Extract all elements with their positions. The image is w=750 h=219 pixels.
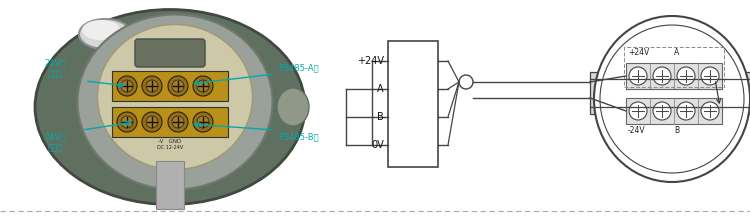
Text: 24V电
源正极: 24V电 源正极 (44, 58, 66, 78)
Circle shape (168, 112, 188, 132)
Circle shape (193, 112, 213, 132)
Circle shape (653, 67, 671, 85)
Circle shape (171, 168, 179, 176)
Circle shape (701, 67, 719, 85)
Bar (112, 107, 228, 137)
Text: B: B (377, 112, 384, 122)
Ellipse shape (82, 20, 120, 40)
Text: A: A (674, 48, 680, 57)
Text: 24V电
源负极: 24V电 源负极 (44, 132, 66, 152)
Ellipse shape (98, 25, 253, 170)
Circle shape (146, 80, 158, 92)
Ellipse shape (600, 25, 744, 173)
Ellipse shape (77, 14, 272, 189)
Bar (590, 72, 604, 114)
Circle shape (629, 67, 647, 85)
Circle shape (197, 80, 209, 92)
Circle shape (459, 75, 473, 89)
Text: 0V: 0V (371, 140, 384, 150)
Circle shape (168, 76, 188, 96)
Circle shape (172, 116, 184, 128)
Circle shape (142, 112, 162, 132)
Circle shape (653, 102, 671, 120)
Text: +24V: +24V (357, 56, 384, 66)
Bar (626, 98, 722, 124)
Bar (388, 41, 438, 167)
Circle shape (701, 102, 719, 120)
Circle shape (117, 112, 137, 132)
Bar (604, 79, 634, 107)
Text: DC 12-24V: DC 12-24V (157, 145, 183, 150)
Circle shape (117, 76, 137, 96)
Circle shape (121, 80, 133, 92)
Circle shape (197, 116, 209, 128)
Bar (156, 161, 184, 209)
Text: RS485-B极: RS485-B极 (278, 132, 319, 141)
Circle shape (142, 76, 162, 96)
Bar (730, 72, 744, 114)
Text: -24V: -24V (628, 126, 646, 135)
Circle shape (146, 116, 158, 128)
Circle shape (193, 76, 213, 96)
Circle shape (677, 67, 695, 85)
FancyBboxPatch shape (135, 39, 205, 67)
Circle shape (677, 102, 695, 120)
Bar (112, 71, 228, 101)
Text: +24V: +24V (628, 48, 650, 57)
Ellipse shape (79, 19, 131, 49)
Bar (744, 79, 750, 107)
Ellipse shape (594, 16, 750, 182)
Bar (626, 63, 722, 89)
Circle shape (629, 102, 647, 120)
Bar (745, 72, 750, 114)
Circle shape (172, 80, 184, 92)
Text: RS485-A极: RS485-A极 (278, 63, 319, 72)
Ellipse shape (277, 88, 309, 126)
Circle shape (121, 116, 133, 128)
Ellipse shape (35, 9, 305, 205)
Text: A: A (377, 84, 384, 94)
Text: -V   GND: -V GND (158, 139, 182, 144)
Text: B: B (674, 126, 680, 135)
Bar (605, 72, 619, 114)
